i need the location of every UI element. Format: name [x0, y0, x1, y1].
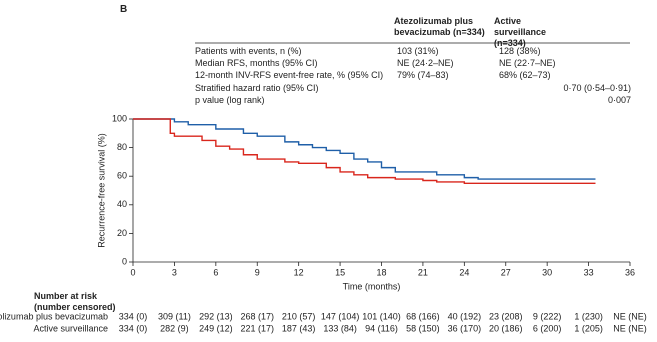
- row-label: Median RFS, months (95% CI): [195, 58, 318, 69]
- panel-label: B: [120, 4, 128, 15]
- x-tick-label: 21: [418, 267, 428, 277]
- x-tick-label: 12: [294, 267, 304, 277]
- at-risk-cell: NE (NE): [613, 323, 647, 333]
- table-cell: 79% (74–83): [397, 70, 449, 81]
- x-tick-label: 0: [130, 267, 135, 277]
- y-axis-label: Recurrence-free survival (%): [96, 133, 106, 248]
- at-risk-cell: 36 (170): [448, 323, 482, 333]
- x-tick-label: 27: [501, 267, 511, 277]
- at-risk-cell: 334 (0): [119, 311, 148, 321]
- at-risk-cell: 282 (9): [160, 323, 189, 333]
- table-cell: NE (24·2–NE): [397, 58, 454, 69]
- at-risk-title: Number at risk (number censored): [34, 291, 116, 312]
- row-label: Patients with events, n (%): [195, 46, 302, 56]
- table-cell: 0·007: [607, 94, 631, 105]
- at-risk-cell: 1 (205): [574, 323, 603, 333]
- table-cell: 68% (62–73): [499, 70, 551, 81]
- x-tick-label: 3: [172, 267, 177, 277]
- table-header: Active surveillance (n=334): [494, 16, 547, 48]
- y-tick-label: 0: [122, 256, 127, 266]
- table-header: Atezolizumab plus bevacizumab (n=334): [394, 16, 485, 37]
- at-risk-cell: 1 (230): [574, 311, 603, 321]
- at-risk-cell: 292 (13): [199, 311, 233, 321]
- at-risk-cell: 20 (186): [489, 323, 523, 333]
- x-tick-label: 30: [542, 267, 552, 277]
- x-tick-label: 18: [376, 267, 386, 277]
- table-cell: 103 (31%): [397, 46, 439, 56]
- y-tick-label: 20: [117, 228, 127, 238]
- x-tick-label: 6: [213, 267, 218, 277]
- x-tick-label: 15: [335, 267, 345, 277]
- y-tick-label: 40: [117, 199, 127, 209]
- table-cell: 128 (38%): [499, 46, 541, 56]
- y-tick-label: 80: [117, 142, 127, 152]
- at-risk-cell: 309 (11): [158, 311, 191, 321]
- table-cell: NE (22·7–NE): [499, 58, 556, 69]
- at-risk-cell: 9 (222): [533, 311, 562, 321]
- at-risk-cell: 6 (200): [533, 323, 562, 333]
- x-tick-label: 9: [255, 267, 260, 277]
- row-label: Stratified hazard ratio (95% CI): [195, 82, 319, 93]
- y-tick-label: 60: [117, 171, 127, 181]
- survival-curve: [133, 118, 596, 185]
- at-risk-cell: 147 (104): [321, 311, 360, 321]
- at-risk-cell: 210 (57): [282, 311, 316, 321]
- at-risk-cell: 101 (140): [362, 311, 401, 321]
- at-risk-cell: 40 (192): [448, 311, 482, 321]
- at-risk-cell: 334 (0): [119, 323, 148, 333]
- x-tick-label: 33: [584, 267, 594, 277]
- at-risk-cell: 94 (116): [365, 323, 398, 333]
- y-tick-label: 100: [112, 113, 127, 123]
- at-risk-label: Active surveillance: [33, 323, 108, 333]
- row-label: 12-month INV-RFS event-free rate, % (95%…: [195, 70, 384, 81]
- at-risk-cell: 58 (150): [406, 323, 440, 333]
- survival-curve: [133, 118, 596, 180]
- row-label: p value (log rank): [195, 94, 265, 105]
- at-risk-cell: 23 (208): [489, 311, 523, 321]
- x-tick-label: 36: [625, 267, 635, 277]
- table-cell: 0·70 (0·54–0·91): [563, 82, 631, 93]
- at-risk-cell: 249 (12): [199, 323, 233, 333]
- x-tick-label: 24: [459, 267, 469, 277]
- at-risk-cell: 187 (43): [282, 323, 316, 333]
- at-risk-cell: 221 (17): [240, 323, 274, 333]
- at-risk-cell: 268 (17): [240, 311, 274, 321]
- at-risk-label: Atezolizumab plus bevacizumab: [0, 311, 108, 321]
- at-risk-cell: NE (NE): [613, 311, 647, 321]
- x-axis-label: Time (months): [343, 281, 401, 291]
- at-risk-cell: 133 (84): [323, 323, 357, 333]
- at-risk-cell: 68 (166): [406, 311, 440, 321]
